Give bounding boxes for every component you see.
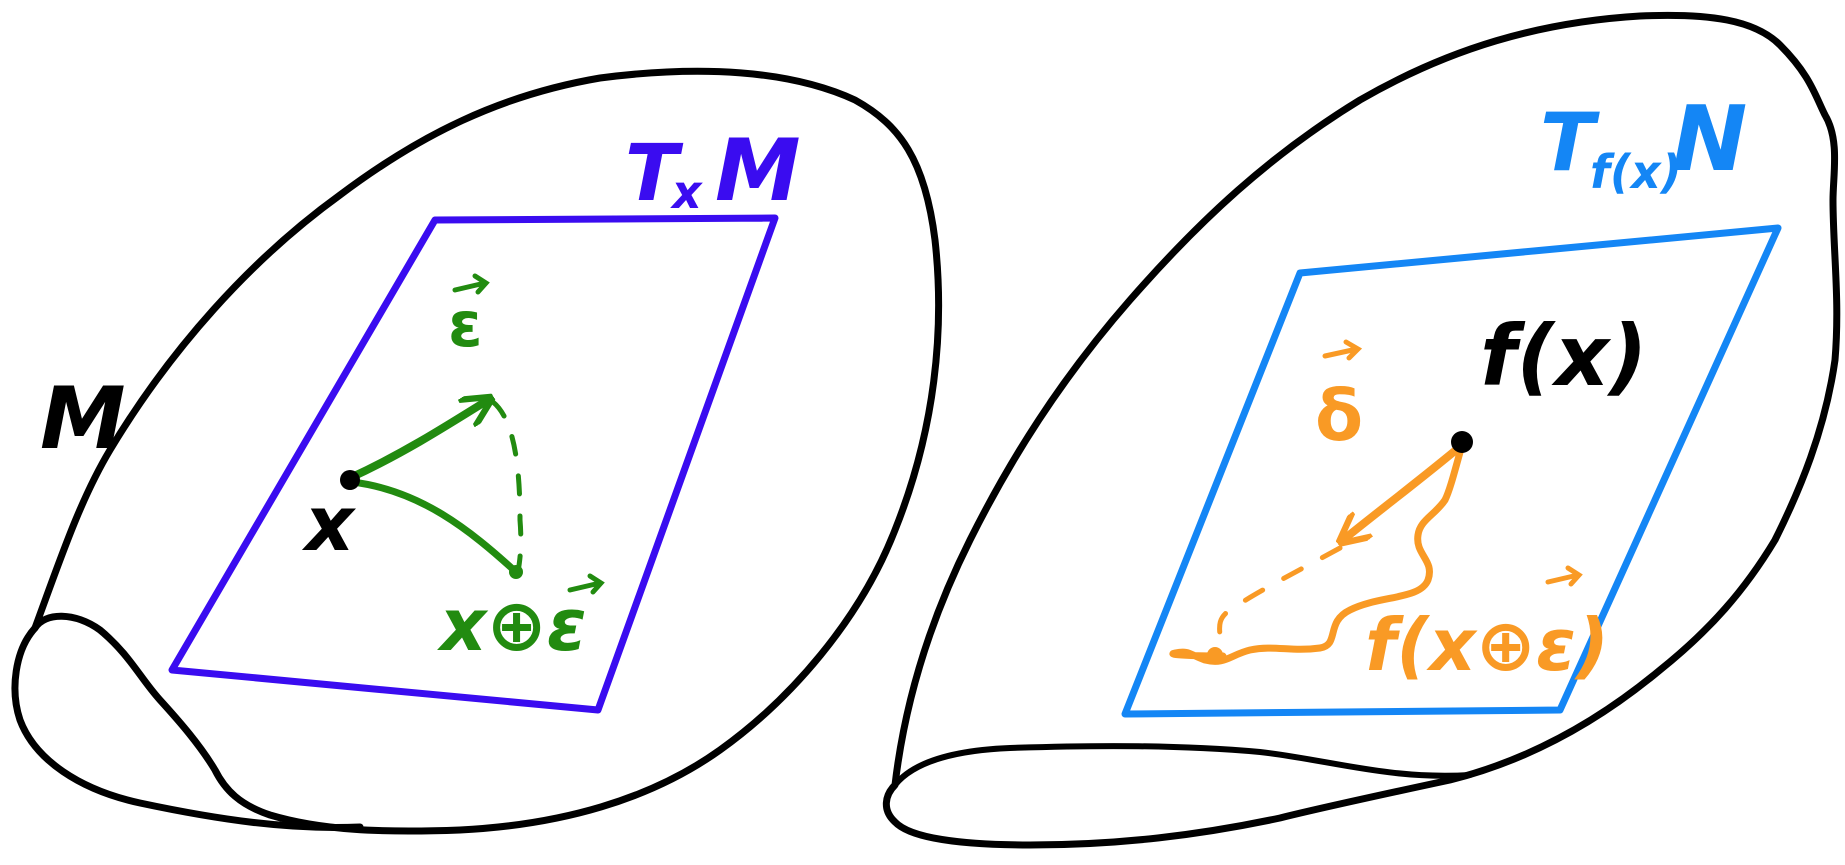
vector-delta-label: δ <box>1315 339 1363 457</box>
tangent-space-txm-label: T x M <box>625 121 801 221</box>
point-fx-dot <box>1451 431 1473 453</box>
result-eps-arrow-mark-n <box>1545 565 1583 587</box>
manifold-m-fold <box>11 624 364 832</box>
vector-delta-arrow <box>1343 441 1466 540</box>
svg-text:T: T <box>1540 96 1600 189</box>
result-eps-arrow-mark <box>567 573 605 595</box>
point-fx-label: f(x) <box>1480 307 1648 405</box>
result-f-x-oplus-eps-label: f(x⊕ε) <box>1365 603 1609 687</box>
point-f-x-oplus-eps-dot <box>1207 647 1223 663</box>
manifold-m <box>11 67 943 835</box>
tangent-plane-txm <box>168 214 779 714</box>
svg-text:M: M <box>715 121 801 221</box>
point-x-label: x <box>301 479 356 568</box>
retraction-dashed <box>490 399 524 575</box>
svg-text:x: x <box>670 165 703 219</box>
svg-text:N: N <box>1672 87 1747 192</box>
manifold-m-outline <box>31 67 943 835</box>
svg-text:δ: δ <box>1315 375 1363 457</box>
svg-text:T: T <box>625 129 684 219</box>
point-x-oplus-eps-dot <box>509 565 523 579</box>
vector-epsilon-label: ε <box>448 273 490 361</box>
point-x-dot <box>340 470 360 490</box>
manifold-n-outline <box>882 11 1841 849</box>
vector-epsilon-arrow <box>346 400 488 482</box>
tangent-space-tfxn-label: T f(x) N <box>1540 87 1747 199</box>
svg-text:f(x): f(x) <box>1590 145 1682 199</box>
geodesic-curve <box>348 478 520 576</box>
retraction-dashed-n <box>1217 545 1343 655</box>
svg-text:ε: ε <box>448 288 483 361</box>
manifold-n-fold <box>892 743 1473 788</box>
tangent-plane-tfxn <box>1121 224 1782 718</box>
manifold-n <box>882 11 1841 849</box>
manifold-m-label: M <box>40 369 126 469</box>
result-x-oplus-eps-label: x⊕ε <box>437 583 587 667</box>
pushforward-curve <box>1169 441 1466 665</box>
